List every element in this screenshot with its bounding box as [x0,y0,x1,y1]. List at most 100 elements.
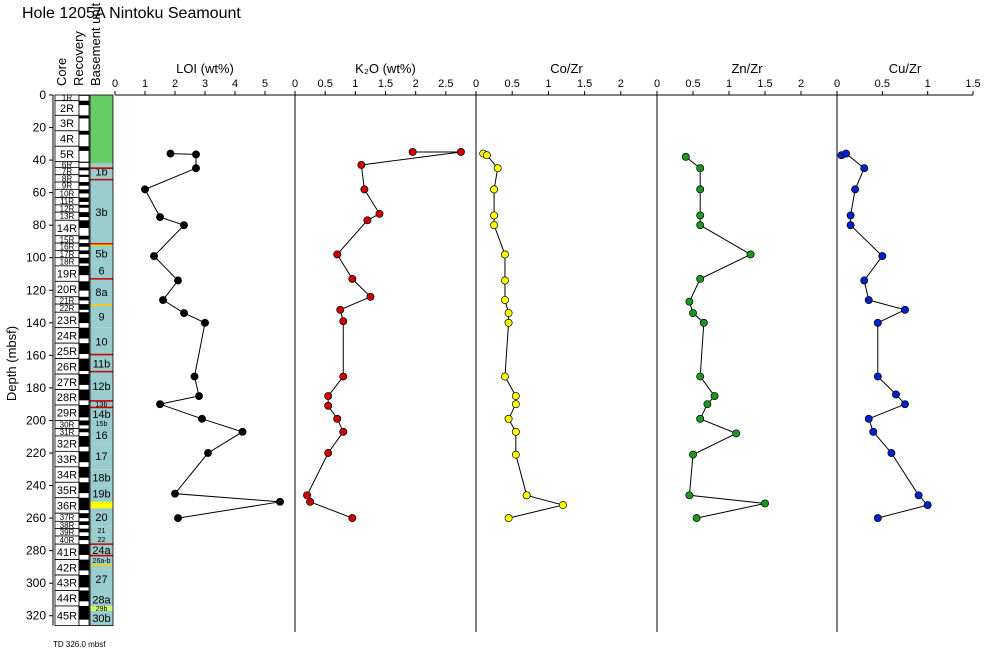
depth-tick-label: 300 [26,576,46,590]
unit-block [90,534,113,545]
data-point [696,211,705,220]
data-point [685,491,694,500]
profile-line [685,156,766,519]
recovered-interval [79,304,89,310]
x-tick-label: 0 [834,78,840,90]
data-point [348,274,357,283]
data-point [511,392,520,400]
core-label: 32R [57,439,77,451]
core-label: 33R [57,454,77,466]
data-point [696,185,705,194]
depth-tick-label: 160 [26,348,46,362]
panel-title: Zn/Zr [731,61,763,76]
data-point [846,221,855,230]
data-point [873,318,882,327]
data-point [357,161,366,169]
core-label: 9R [62,182,72,191]
core-label: 15R [60,235,75,244]
recovered-interval [79,605,89,620]
data-point [887,449,896,457]
data-point [901,400,909,409]
unit-label: 24a [92,545,111,557]
core-label: 22R [60,304,75,313]
unit-label: 5b [95,249,107,261]
page-title: Hole 1205A Nintoku Seamount [22,5,241,22]
unit-label: 10 [95,336,107,348]
data-point [873,372,882,381]
panel-zn-zr: 0 0.5 1 1.5 2 Zn/Zr [654,61,838,632]
unit-label: 13b [96,402,108,409]
depth-tick-label: 80 [33,218,47,232]
unit-label: 6 [98,266,104,278]
unit-block [90,400,113,408]
data-point [504,514,513,523]
recovered-interval [79,575,89,588]
x-tick-label: 5 [262,78,268,90]
recovered-interval [79,451,89,463]
data-point [511,400,520,409]
x-tick-label: 2 [413,78,419,90]
core-label: 8R [62,174,72,183]
depth-tick-label: 100 [26,251,46,265]
recovered-interval [79,590,89,602]
data-point [195,392,203,400]
core-label: 42R [57,562,77,574]
core-label: 30R [60,420,75,429]
core-label: 2R [60,103,74,115]
recovered-interval [79,521,89,526]
unit-label: 28a [92,594,111,606]
data-point [864,296,873,304]
x-tick-label: 0 [292,78,298,90]
core-column: 1R2R3R4R5R6R7R8R9R10R11R12R13R14R15R16R1… [54,94,80,626]
data-point [150,252,158,261]
x-tick-label: 1.5 [378,78,393,90]
data-point [761,499,769,508]
unit-block [90,179,113,245]
recovered-interval [79,197,89,202]
data-point [864,414,873,423]
core-label: 38R [60,521,75,530]
core-label: 41R [57,547,77,559]
data-point [408,148,417,156]
recovered-interval [79,130,89,135]
data-point [190,372,199,381]
unit-block [90,501,113,509]
data-point [490,211,499,220]
unit-block [90,262,113,279]
depth-tick-label: 220 [26,446,46,460]
core-label: 35R [57,485,77,497]
data-point [501,276,509,285]
x-tick-label: 0.5 [505,78,520,90]
data-point [689,450,697,459]
data-point [180,221,188,230]
data-point [501,250,509,259]
depth-tick-label: 120 [26,283,46,297]
recovered-interval [79,374,89,385]
core-label: 12R [60,204,75,213]
x-tick-label: 1 [545,78,551,90]
x-tick-label: 0.5 [318,78,333,90]
data-point [303,491,312,500]
x-tick-label: 3 [202,78,208,90]
data-point [901,305,909,314]
recovered-interval [79,212,89,218]
data-point [192,164,200,173]
core-label: 39R [60,528,75,537]
recovered-interval [79,312,89,324]
depth-axis-label: Depth (mbsf) [4,326,19,401]
data-point [198,414,206,423]
unit-block [90,426,113,444]
recovered-interval [79,182,89,186]
core-label: 36R [57,500,77,512]
panel-co-zr: 0 0.5 1 1.5 2 Co/Zr [473,61,658,632]
recovered-interval [79,559,89,571]
core-label: 29R [57,408,77,420]
data-point [336,305,345,314]
profile-line [841,153,929,519]
unit-block [90,485,113,502]
recovered-interval [79,466,89,478]
data-point [689,309,697,318]
panel-title: Co/Zr [550,61,583,76]
x-tick-label: 2 [172,78,178,90]
